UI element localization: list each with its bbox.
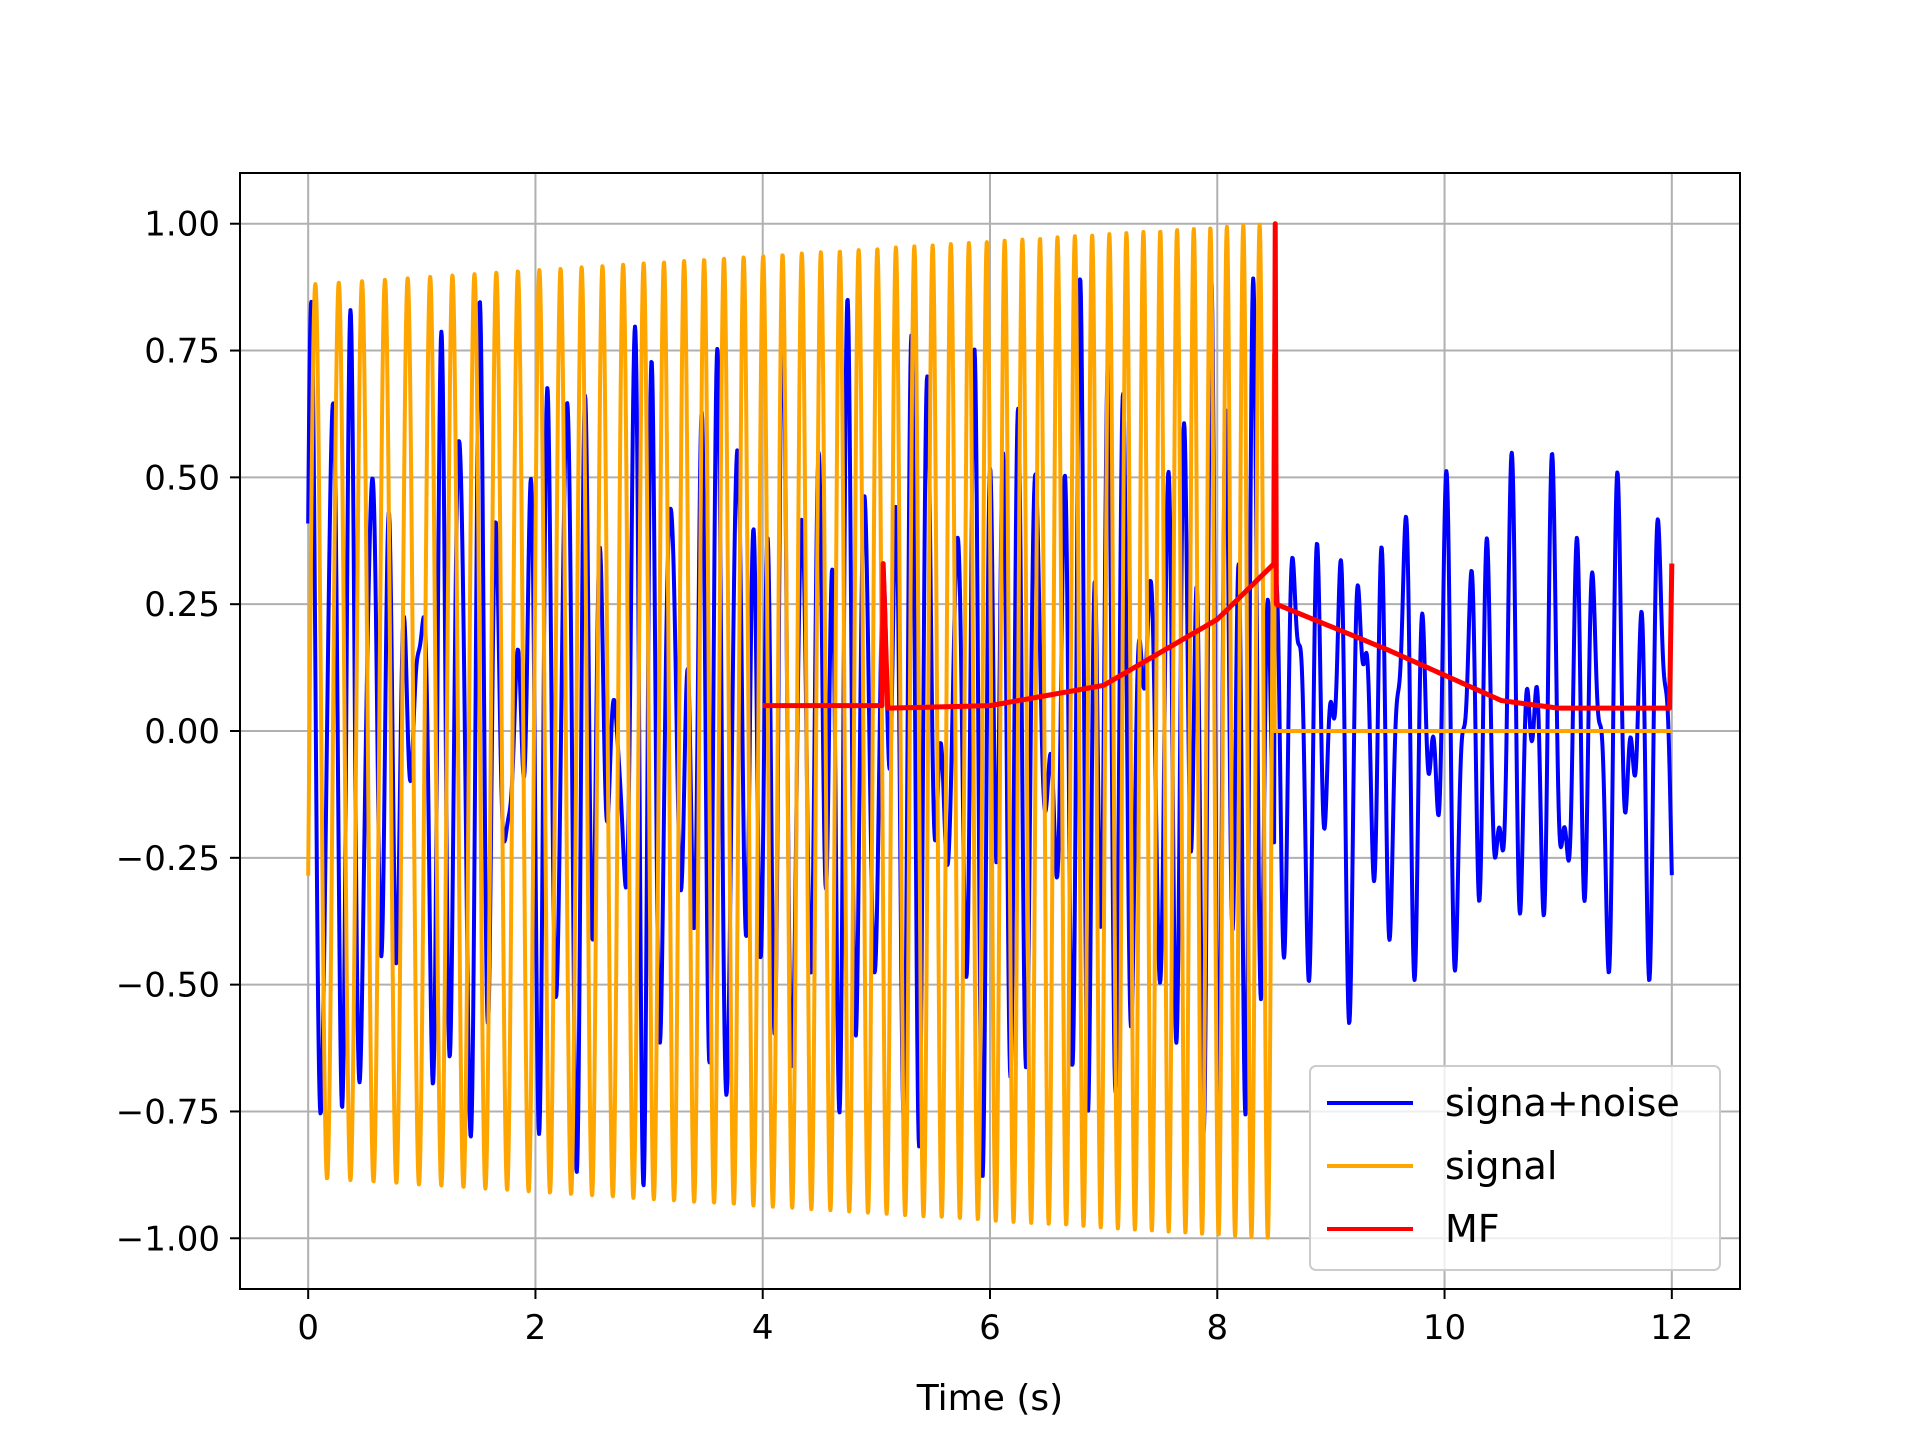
legend: signa+noise signal MF: [1309, 1065, 1721, 1271]
x-tick-label: 8: [1206, 1308, 1228, 1348]
series-signal: [306, 222, 1672, 1240]
y-tick-label: 1.00: [144, 205, 220, 245]
y-tick-label: 0.50: [144, 458, 220, 498]
y-tick-label: 0.00: [144, 712, 220, 752]
series-mf: [762, 221, 1675, 711]
x-tick-label: 4: [752, 1308, 774, 1348]
x-tick-label: 6: [979, 1308, 1001, 1348]
x-tick-label: 0: [297, 1308, 319, 1348]
legend-label-signal: signal: [1445, 1144, 1557, 1188]
x-axis-label: Time (s): [916, 1378, 1063, 1419]
y-tick-label: 0.75: [144, 332, 220, 372]
ticks: 0 2 4 6 8 10 12 1.00 0.75 0.50 0.25 0.00 −0.25 −0.50 −…: [116, 205, 1694, 1348]
y-tick-label: −0.50: [116, 966, 220, 1006]
x-tick-label: 10: [1423, 1308, 1466, 1348]
x-tick-label: 2: [525, 1308, 547, 1348]
y-tick-label: −0.75: [116, 1092, 220, 1132]
legend-label-signal-noise: signa+noise: [1445, 1081, 1680, 1125]
y-tick-label: −0.25: [116, 839, 220, 879]
y-tick-label: −1.00: [116, 1219, 220, 1259]
legend-label-mf: MF: [1445, 1207, 1500, 1251]
legend-box: [1309, 1065, 1721, 1271]
series-layer: [306, 221, 1675, 1240]
y-tick-label: 0.25: [144, 585, 220, 625]
x-tick-label: 12: [1650, 1308, 1693, 1348]
